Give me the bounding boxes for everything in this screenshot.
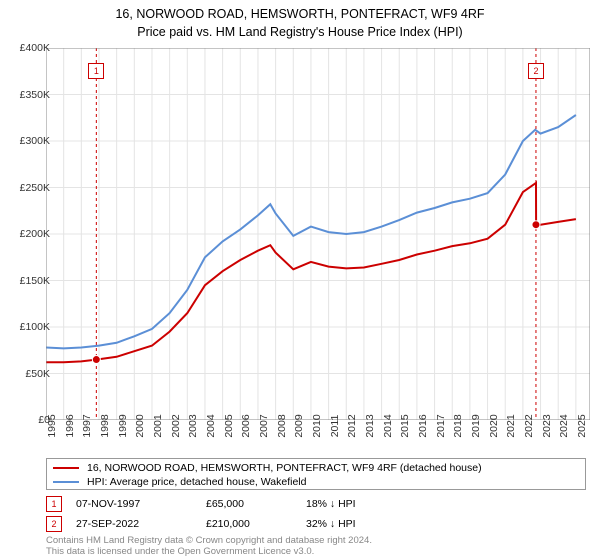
x-tick-label: 2013 bbox=[364, 414, 376, 437]
sale-diff: 18% ↓ HPI bbox=[306, 498, 426, 510]
x-tick-label: 2001 bbox=[152, 414, 164, 437]
sale-price: £210,000 bbox=[206, 518, 306, 530]
chart-marker-flag: 1 bbox=[88, 63, 104, 79]
y-tick-label: £150K bbox=[20, 275, 50, 287]
x-tick-label: 2014 bbox=[382, 414, 394, 437]
x-tick-label: 2018 bbox=[452, 414, 464, 437]
legend-row: 16, NORWOOD ROAD, HEMSWORTH, PONTEFRACT,… bbox=[53, 461, 579, 475]
y-tick-label: £400K bbox=[20, 42, 50, 54]
x-tick-label: 2006 bbox=[240, 414, 252, 437]
x-tick-label: 2020 bbox=[488, 414, 500, 437]
credits: Contains HM Land Registry data © Crown c… bbox=[46, 536, 372, 558]
legend-label-hpi: HPI: Average price, detached house, Wake… bbox=[87, 476, 306, 488]
x-tick-label: 2010 bbox=[311, 414, 323, 437]
x-tick-label: 2019 bbox=[470, 414, 482, 437]
title-line-2: Price paid vs. HM Land Registry's House … bbox=[0, 24, 600, 42]
x-tick-label: 2024 bbox=[558, 414, 570, 437]
legend-swatch-property bbox=[53, 467, 79, 469]
x-tick-label: 2004 bbox=[205, 414, 217, 437]
chart-marker-flag: 2 bbox=[528, 63, 544, 79]
legend-swatch-hpi bbox=[53, 481, 79, 483]
x-tick-label: 2021 bbox=[505, 414, 517, 437]
x-tick-label: 2009 bbox=[293, 414, 305, 437]
x-tick-label: 2005 bbox=[223, 414, 235, 437]
y-tick-label: £100K bbox=[20, 321, 50, 333]
x-tick-label: 2022 bbox=[523, 414, 535, 437]
sale-row-1: 1 07-NOV-1997 £65,000 18% ↓ HPI bbox=[46, 496, 426, 512]
x-tick-label: 2002 bbox=[170, 414, 182, 437]
x-tick-label: 1999 bbox=[117, 414, 129, 437]
sale-diff: 32% ↓ HPI bbox=[306, 518, 426, 530]
y-tick-label: £50K bbox=[25, 368, 50, 380]
x-tick-label: 2000 bbox=[134, 414, 146, 437]
x-tick-label: 2008 bbox=[276, 414, 288, 437]
title-line-1: 16, NORWOOD ROAD, HEMSWORTH, PONTEFRACT,… bbox=[0, 6, 600, 24]
x-tick-label: 2007 bbox=[258, 414, 270, 437]
x-tick-label: 2003 bbox=[187, 414, 199, 437]
x-tick-label: 2011 bbox=[329, 415, 341, 438]
y-tick-label: £200K bbox=[20, 228, 50, 240]
legend: 16, NORWOOD ROAD, HEMSWORTH, PONTEFRACT,… bbox=[46, 458, 586, 490]
y-tick-label: £250K bbox=[20, 182, 50, 194]
x-tick-label: 2012 bbox=[346, 414, 358, 437]
x-tick-label: 1998 bbox=[99, 414, 111, 437]
x-tick-label: 1995 bbox=[46, 414, 58, 437]
sale-row-2: 2 27-SEP-2022 £210,000 32% ↓ HPI bbox=[46, 516, 426, 532]
x-tick-label: 1996 bbox=[64, 414, 76, 437]
x-tick-label: 2023 bbox=[541, 414, 553, 437]
x-tick-label: 2017 bbox=[435, 414, 447, 437]
legend-row: HPI: Average price, detached house, Wake… bbox=[53, 475, 579, 489]
x-tick-label: 2016 bbox=[417, 414, 429, 437]
x-tick-label: 2025 bbox=[576, 414, 588, 437]
y-tick-label: £300K bbox=[20, 135, 50, 147]
x-tick-label: 2015 bbox=[399, 414, 411, 437]
sale-marker-icon: 1 bbox=[46, 496, 62, 512]
sale-date: 27-SEP-2022 bbox=[76, 518, 206, 530]
sale-marker-icon: 2 bbox=[46, 516, 62, 532]
chart-area: 12 bbox=[46, 48, 590, 420]
x-tick-label: 1997 bbox=[81, 414, 93, 437]
legend-label-property: 16, NORWOOD ROAD, HEMSWORTH, PONTEFRACT,… bbox=[87, 462, 482, 474]
y-tick-label: £350K bbox=[20, 89, 50, 101]
sale-date: 07-NOV-1997 bbox=[76, 498, 206, 510]
line-chart bbox=[46, 48, 590, 420]
chart-title: 16, NORWOOD ROAD, HEMSWORTH, PONTEFRACT,… bbox=[0, 0, 600, 41]
credits-line-2: This data is licensed under the Open Gov… bbox=[46, 547, 372, 558]
sale-price: £65,000 bbox=[206, 498, 306, 510]
